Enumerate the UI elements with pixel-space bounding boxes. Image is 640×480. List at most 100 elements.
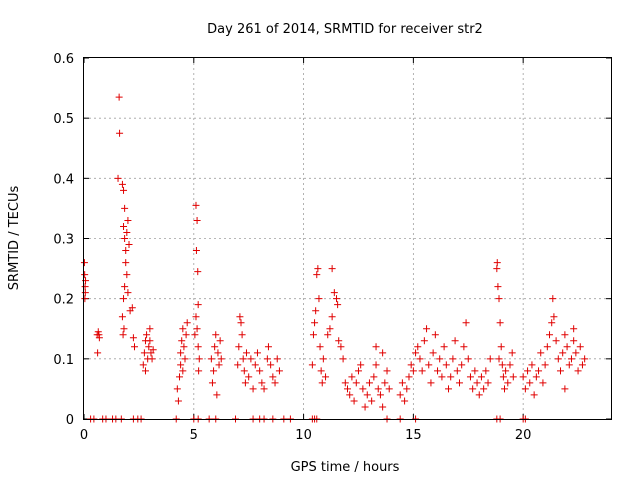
data-point — [526, 379, 534, 387]
data-point — [128, 304, 136, 312]
data-point — [328, 265, 336, 273]
data-point — [565, 361, 573, 369]
data-point — [208, 379, 216, 387]
data-point — [493, 259, 501, 267]
data-point — [572, 349, 580, 357]
data-point — [181, 355, 189, 363]
data-point — [121, 235, 129, 242]
data-point — [497, 343, 505, 351]
data-point — [484, 379, 492, 387]
data-point — [121, 204, 129, 212]
x-axis-label: GPS time / hours — [291, 460, 400, 475]
data-point — [322, 373, 330, 381]
data-point — [501, 385, 509, 393]
data-point — [337, 343, 345, 351]
data-point — [245, 373, 253, 381]
data-point — [429, 349, 437, 357]
data-point — [140, 349, 148, 357]
data-point — [548, 319, 556, 327]
tick-labels: 0 5 10 15 20 0 0.1 0.2 0.3 0.4 0.5 0.6 — [53, 52, 531, 443]
data-point — [464, 355, 472, 363]
data-point — [120, 222, 128, 230]
data-point — [123, 228, 131, 236]
data-point — [194, 268, 202, 276]
data-point — [528, 361, 536, 369]
data-point — [239, 355, 247, 363]
data-point — [567, 355, 575, 363]
data-point — [324, 331, 332, 339]
data-point — [480, 385, 488, 393]
data-point — [210, 367, 218, 375]
data-point — [453, 367, 461, 375]
x-tick-label: 0 — [80, 428, 88, 443]
data-point — [521, 385, 529, 393]
data-point — [215, 361, 223, 369]
data-point — [191, 331, 199, 339]
data-point — [178, 337, 186, 345]
data-point — [403, 385, 411, 393]
data-point — [451, 337, 459, 345]
data-point — [314, 265, 322, 273]
data-point — [139, 361, 147, 369]
y-tick-label: 0.1 — [53, 353, 74, 368]
data-point — [174, 397, 182, 405]
data-point — [434, 367, 442, 375]
data-point — [427, 379, 435, 387]
data-point — [506, 361, 514, 369]
data-point — [193, 216, 201, 224]
data-point — [549, 295, 557, 303]
data-point — [372, 361, 380, 369]
data-point — [561, 331, 569, 339]
data-point — [344, 385, 351, 393]
data-point — [445, 385, 453, 393]
data-point — [311, 319, 319, 327]
data-point — [318, 379, 326, 387]
data-point — [471, 367, 479, 375]
data-point — [124, 289, 132, 297]
data-point — [532, 373, 540, 381]
data-point — [440, 343, 448, 351]
data-point — [418, 367, 426, 375]
data-point — [235, 343, 243, 351]
data-point — [469, 385, 477, 393]
data-point — [496, 319, 504, 327]
data-point — [346, 391, 354, 399]
data-point — [271, 379, 279, 387]
data-point — [308, 361, 316, 369]
data-point — [385, 385, 393, 393]
data-point — [368, 397, 376, 405]
data-point — [381, 379, 389, 387]
data-point — [183, 319, 191, 327]
data-point — [145, 343, 153, 351]
y-tick-label: 0.3 — [53, 233, 74, 248]
data-point — [352, 379, 360, 387]
data-point — [477, 373, 485, 381]
data-point — [370, 373, 378, 381]
data-point — [212, 331, 220, 339]
data-point — [431, 331, 439, 339]
data-point — [94, 328, 102, 336]
data-point — [563, 343, 571, 351]
data-point — [122, 247, 130, 255]
data-point — [267, 361, 275, 369]
data-point — [242, 349, 250, 357]
data-point — [240, 367, 248, 375]
data-point — [335, 337, 343, 345]
data-point — [396, 391, 404, 399]
data-point — [552, 337, 560, 345]
x-tick-label: 5 — [190, 428, 198, 443]
data-point — [312, 307, 320, 315]
data-point — [524, 367, 532, 375]
y-axis-label: SRMTID / TECUs — [7, 186, 22, 291]
data-point — [141, 367, 149, 375]
data-point — [214, 349, 222, 357]
data-point — [247, 355, 255, 363]
data-point — [234, 361, 242, 369]
data-point — [374, 385, 382, 393]
data-point — [238, 331, 246, 339]
data-point — [118, 313, 126, 321]
data-point — [122, 259, 130, 267]
data-point — [81, 289, 89, 297]
data-point — [398, 379, 406, 387]
